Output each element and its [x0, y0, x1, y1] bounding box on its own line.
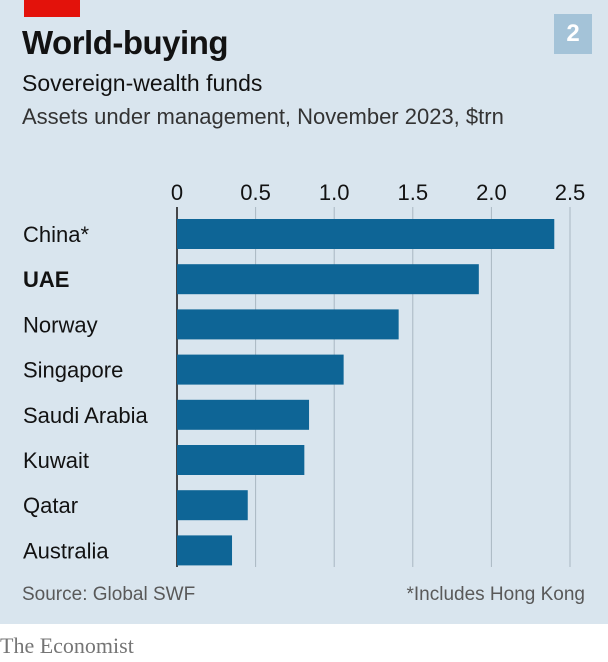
category-label: Qatar: [23, 493, 78, 518]
category-label: Saudi Arabia: [23, 403, 149, 428]
chart-number-badge: 2: [554, 14, 592, 54]
bar: [177, 490, 248, 521]
economist-logo-text: The Economist: [0, 633, 134, 658]
x-tick-label: 0.5: [240, 180, 271, 205]
bar: [177, 354, 344, 385]
bar: [177, 535, 233, 566]
chart-description: Assets under management, November 2023, …: [22, 104, 504, 129]
bar: [177, 219, 555, 249]
x-tick-label: 2.5: [555, 180, 586, 205]
bar: [177, 399, 310, 430]
x-tick-label: 2.0: [476, 180, 507, 205]
chart-subtitle: Sovereign-wealth funds: [22, 70, 263, 96]
x-tick-label: 1.0: [319, 180, 350, 205]
category-label: Singapore: [23, 358, 123, 383]
category-label: Australia: [23, 538, 109, 563]
source-note: Source: Global SWF: [22, 584, 196, 605]
brand-red-tag: [24, 0, 80, 17]
bar-chart: 0 0.5 1.0 1.5 2.0 2.5 China* UAE Norway Singapor…: [23, 180, 586, 567]
x-tick-label: 0: [171, 180, 183, 205]
x-tick-label: 1.5: [398, 180, 429, 205]
category-label: UAE: [23, 267, 69, 292]
bar: [177, 264, 479, 295]
footnote: *Includes Hong Kong: [406, 584, 585, 605]
category-label: Kuwait: [23, 448, 89, 473]
bar: [177, 309, 399, 340]
category-label: Norway: [23, 312, 98, 337]
bar: [177, 445, 305, 475]
chart-title: World-buying: [22, 24, 229, 61]
category-label: China*: [23, 222, 89, 247]
